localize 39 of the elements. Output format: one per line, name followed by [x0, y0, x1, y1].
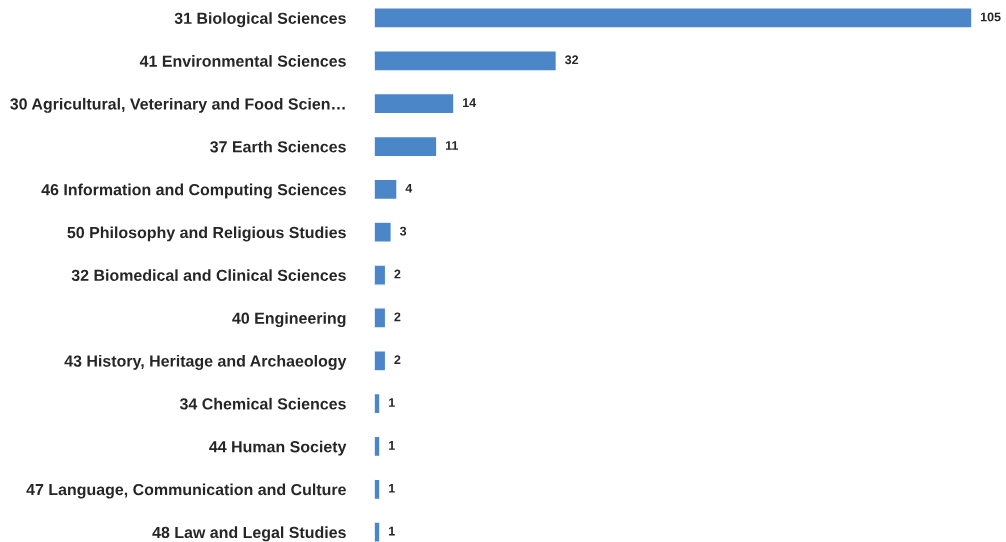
bar: [374, 92, 455, 115]
data-label: 11: [445, 141, 459, 150]
data-label: 2: [394, 312, 401, 322]
data-label: 3: [399, 226, 407, 236]
bar: [374, 178, 398, 201]
data-label: 1: [389, 441, 395, 450]
data-label: 2: [394, 269, 401, 279]
y-tick-label: 50 Philosophy and Religious Studies: [67, 226, 346, 242]
bar: [374, 7, 972, 29]
y-tick-label: 30 Agricultural, Veterinary and Food Scien…: [10, 97, 345, 113]
bar: [374, 521, 381, 542]
data-label: 4: [405, 184, 413, 193]
y-tick-label: 44 Human Society: [209, 440, 347, 456]
data-label: 1: [389, 483, 395, 493]
y-tick-label: 37 Earth Sciences: [210, 140, 346, 153]
data-label: 105: [980, 12, 1001, 22]
data-label: 14: [463, 98, 477, 107]
y-tick-label: 47 Language, Communication and Culture: [26, 483, 346, 499]
bar: [374, 435, 381, 458]
data-label: 1: [389, 398, 395, 407]
data-label: 32: [564, 55, 579, 65]
y-tick-label: 34 Chemical Sciences: [179, 397, 346, 410]
bar: [374, 478, 381, 501]
y-tick-label: 31 Biological Sciences: [174, 12, 346, 28]
bar: [374, 349, 387, 372]
y-tick-label: 48 Law and Legal Studies: [152, 526, 346, 542]
bar: [374, 50, 558, 72]
data-label: 2: [394, 355, 401, 364]
y-tick-label: 43 History, Heritage and Archaeology: [64, 354, 347, 370]
y-tick-label: 32 Biomedical and Clinical Sciences: [71, 269, 346, 282]
bar: [374, 221, 393, 243]
bar: [374, 264, 387, 286]
y-tick-label: 40 Engineering: [232, 312, 346, 328]
bar: [374, 135, 438, 158]
y-tick-label: 41 Environmental Sciences: [139, 55, 346, 67]
bar: [374, 392, 381, 415]
y-tick-label: 46 Information and Computing Sciences: [41, 183, 346, 199]
data-label: 1: [389, 526, 395, 536]
bar: [374, 307, 387, 329]
